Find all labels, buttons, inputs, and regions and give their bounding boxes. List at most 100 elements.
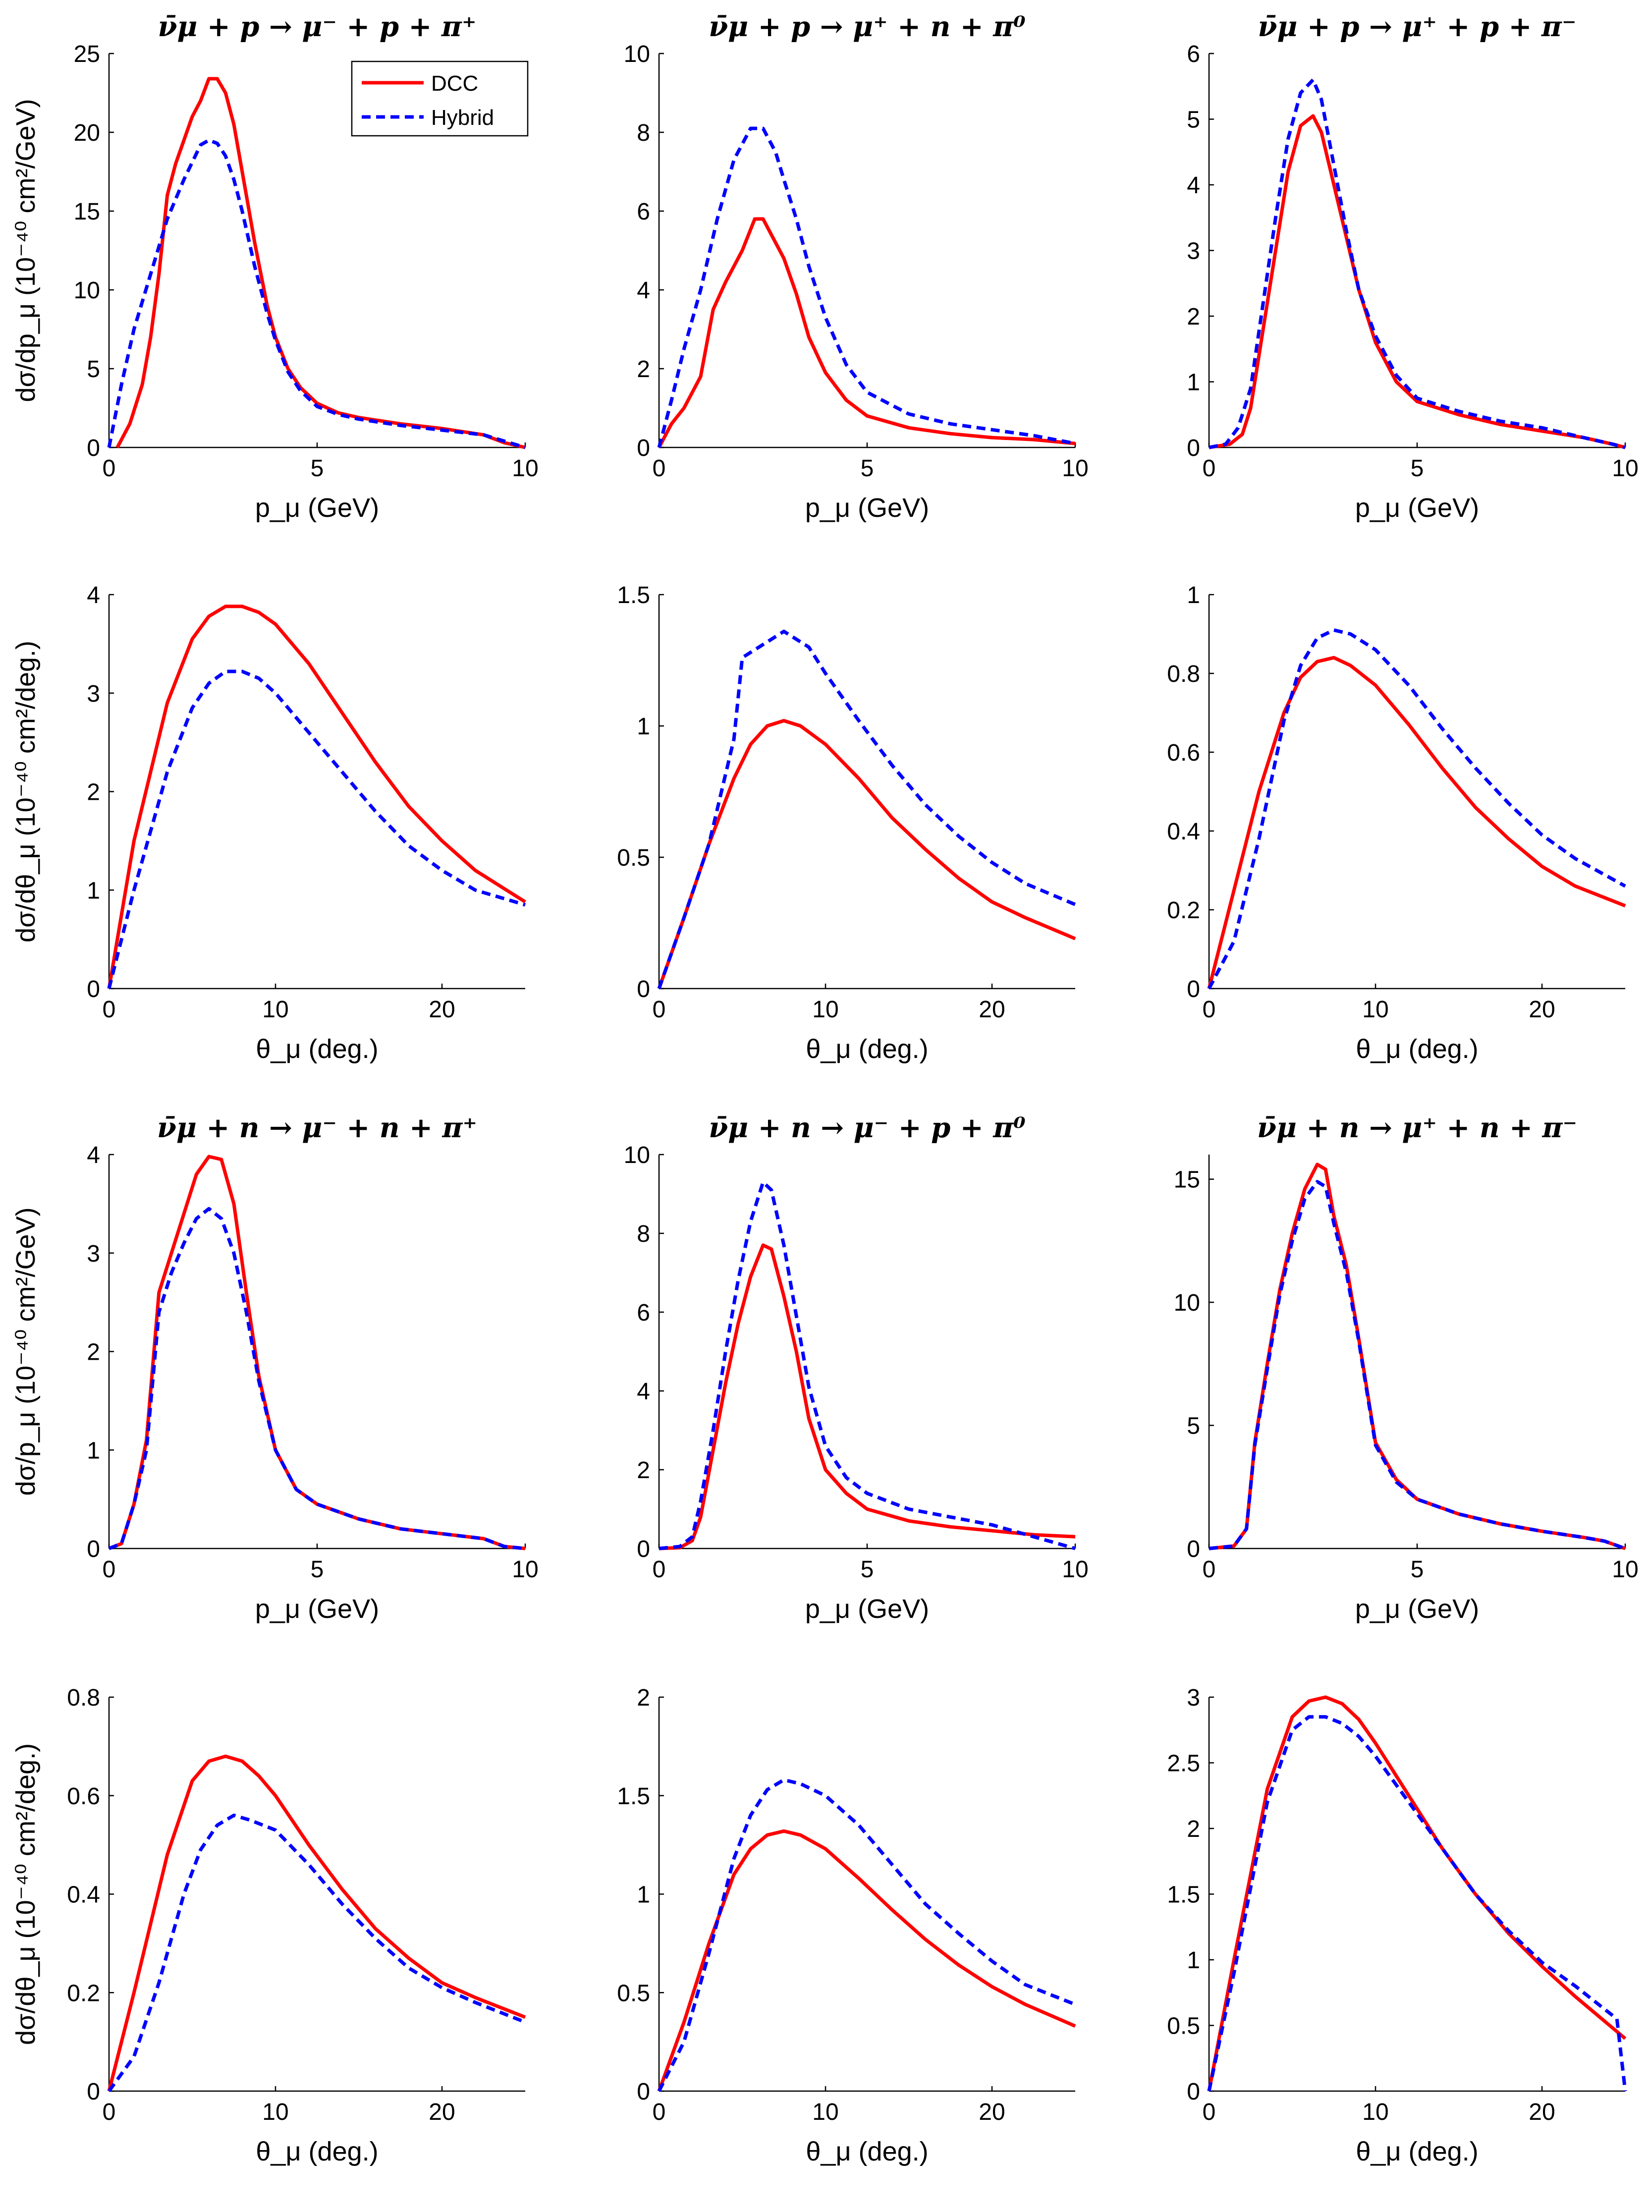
y-tick-label: 8 bbox=[637, 1221, 650, 1247]
y-tick-label: 2 bbox=[87, 779, 100, 806]
y-tick-label: 0 bbox=[1187, 1536, 1200, 1562]
y-tick-label: 25 bbox=[74, 41, 100, 67]
x-axis-label: p_μ (GeV) bbox=[255, 1594, 379, 1624]
x-tick-label: 10 bbox=[1362, 996, 1388, 1023]
series-line-hybrid bbox=[107, 669, 526, 989]
y-tick-label: 0.6 bbox=[1167, 740, 1200, 766]
y-tick-label: 1 bbox=[1187, 1947, 1200, 1974]
x-tick-label: 0 bbox=[653, 2099, 666, 2125]
y-tick-label: 1.5 bbox=[617, 1783, 650, 1810]
y-tick-label: 1 bbox=[637, 1882, 650, 1908]
series-line-hybrid bbox=[657, 126, 1076, 448]
y-tick-label: 10 bbox=[74, 277, 100, 304]
y-tick-label: 6 bbox=[637, 1300, 650, 1326]
y-tick-label: 3 bbox=[1187, 1685, 1200, 1711]
y-tick-label: 4 bbox=[637, 1379, 650, 1405]
y-tick-label: 20 bbox=[74, 120, 100, 146]
x-tick-label: 10 bbox=[512, 1556, 538, 1583]
subplot-title: ν̄μ + n → μ⁻ + n + π⁺ bbox=[157, 1111, 477, 1144]
legend: DCC Hybrid bbox=[351, 60, 529, 137]
y-axis-label: dσ/dθ_μ (10⁻⁴⁰ cm²/deg.) bbox=[11, 1743, 41, 2045]
y-tick-label: 6 bbox=[637, 199, 650, 225]
x-tick-label: 10 bbox=[812, 2099, 838, 2125]
x-axis-label: θ_μ (deg.) bbox=[806, 2137, 928, 2166]
y-axis-label: dσ/dθ_μ (10⁻⁴⁰ cm²/deg.) bbox=[11, 641, 41, 942]
x-tick-label: 5 bbox=[861, 1556, 874, 1583]
x-tick-label: 10 bbox=[1612, 455, 1638, 482]
subplot-11: 0 10 20 0 0.5 1 1.5 2 θ_μ (deg.) bbox=[617, 1685, 1076, 2166]
x-tick-label: 5 bbox=[861, 455, 874, 482]
subplot-title: ν̄μ + n → μ⁻ + p + π⁰ bbox=[709, 1111, 1025, 1144]
subplot-2: 0 5 10 0 2 4 6 8 10 p_μ (GeV) ν̄μ + p → μ⁺ + n + π… bbox=[624, 10, 1089, 523]
y-tick-label: 2 bbox=[637, 356, 650, 383]
y-tick-label: 1 bbox=[637, 714, 650, 740]
series-line-dcc bbox=[659, 1243, 1076, 1550]
y-axis-label: dσ/dp_μ (10⁻⁴⁰ cm²/GeV) bbox=[11, 99, 41, 402]
x-axis-label: p_μ (GeV) bbox=[255, 493, 379, 523]
subplot-10: 0 10 20 0 0.2 0.4 0.6 0.8 θ_μ (deg.) dσ/dθ_μ (10⁻… bbox=[11, 1685, 526, 2166]
y-tick-label: 4 bbox=[637, 277, 650, 304]
y-tick-label: 2 bbox=[1187, 1816, 1200, 1842]
x-tick-label: 10 bbox=[512, 455, 538, 482]
x-tick-label: 0 bbox=[1203, 455, 1216, 482]
x-tick-label: 5 bbox=[1411, 455, 1424, 482]
x-tick-label: 0 bbox=[103, 996, 116, 1023]
x-tick-label: 0 bbox=[1203, 1556, 1216, 1583]
x-tick-label: 5 bbox=[311, 455, 324, 482]
x-tick-label: 20 bbox=[1529, 996, 1555, 1023]
y-tick-label: 0.5 bbox=[617, 845, 650, 871]
y-tick-label: 0 bbox=[87, 1536, 100, 1562]
subplot-title: ν̄μ + p → μ⁺ + n + π⁰ bbox=[709, 10, 1025, 43]
y-tick-label: 0.5 bbox=[1167, 2013, 1200, 2040]
x-axis-label: θ_μ (deg.) bbox=[1356, 1034, 1478, 1064]
x-tick-label: 0 bbox=[1203, 2099, 1216, 2125]
y-tick-label: 0 bbox=[1187, 435, 1200, 461]
y-tick-label: 0 bbox=[87, 2079, 100, 2105]
series-line-hybrid bbox=[107, 138, 526, 449]
x-tick-label: 0 bbox=[653, 996, 666, 1023]
y-tick-label: 0.8 bbox=[1167, 661, 1200, 687]
subplot-3: 0 5 10 0 1 2 3 4 5 6 p_μ (GeV) ν̄μ + p → μ⁺ + p + π… bbox=[1187, 10, 1638, 523]
series-line-hybrid bbox=[657, 629, 1076, 990]
x-axis-label: θ_μ (deg.) bbox=[256, 2137, 378, 2166]
subplot-title: ν̄μ + p → μ⁺ + p + π⁻ bbox=[1258, 10, 1577, 43]
subplot-6: 0 10 20 0 0.2 0.4 0.6 0.8 1 θ_μ (deg.) bbox=[1167, 582, 1626, 1064]
x-tick-label: 10 bbox=[1612, 1556, 1638, 1583]
y-tick-label: 0 bbox=[87, 435, 100, 461]
y-tick-label: 3 bbox=[87, 681, 100, 707]
y-tick-label: 0 bbox=[637, 435, 650, 461]
y-tick-label: 0.6 bbox=[67, 1783, 100, 1810]
x-tick-label: 20 bbox=[979, 2099, 1005, 2125]
y-tick-label: 5 bbox=[87, 356, 100, 383]
x-tick-label: 5 bbox=[1411, 1556, 1424, 1583]
y-tick-label: 2 bbox=[1187, 304, 1200, 330]
x-tick-label: 20 bbox=[979, 996, 1005, 1023]
y-tick-label: 0.2 bbox=[67, 1980, 100, 2006]
y-tick-label: 0 bbox=[637, 2079, 650, 2105]
y-tick-label: 0 bbox=[87, 976, 100, 1002]
y-tick-label: 10 bbox=[624, 1142, 650, 1168]
x-tick-label: 5 bbox=[311, 1556, 324, 1583]
y-tick-label: 2 bbox=[87, 1339, 100, 1366]
y-tick-label: 8 bbox=[637, 120, 650, 146]
y-tick-label: 0.8 bbox=[67, 1685, 100, 1711]
x-tick-label: 0 bbox=[653, 1556, 666, 1583]
x-axis-label: p_μ (GeV) bbox=[805, 493, 929, 523]
x-axis-label: θ_μ (deg.) bbox=[256, 1034, 378, 1064]
y-axis-label: dσ/p_μ (10⁻⁴⁰ cm²/GeV) bbox=[11, 1208, 41, 1496]
series-line-hybrid bbox=[1207, 1715, 1627, 2092]
subplot-1: 0 5 10 0 5 10 15 20 25 p_μ (GeV) dσ/dp_μ (10⁻⁴⁰ cm… bbox=[11, 10, 539, 523]
subplot-title: ν̄μ + p → μ⁻ + p + π⁺ bbox=[158, 10, 477, 43]
series-line-dcc bbox=[1207, 656, 1626, 989]
series-line-dcc bbox=[107, 605, 526, 989]
legend-box bbox=[351, 60, 529, 137]
series-line-hybrid bbox=[1209, 78, 1626, 449]
y-tick-label: 0.5 bbox=[617, 1980, 650, 2006]
x-axis-label: p_μ (GeV) bbox=[1355, 493, 1479, 523]
x-tick-label: 10 bbox=[1362, 2099, 1388, 2125]
y-tick-label: 10 bbox=[624, 41, 650, 67]
subplot-12: 0 10 20 0 0.5 1 1.5 2 2.5 3 θ_μ (deg.) bbox=[1167, 1685, 1627, 2166]
x-tick-label: 10 bbox=[1062, 455, 1088, 482]
